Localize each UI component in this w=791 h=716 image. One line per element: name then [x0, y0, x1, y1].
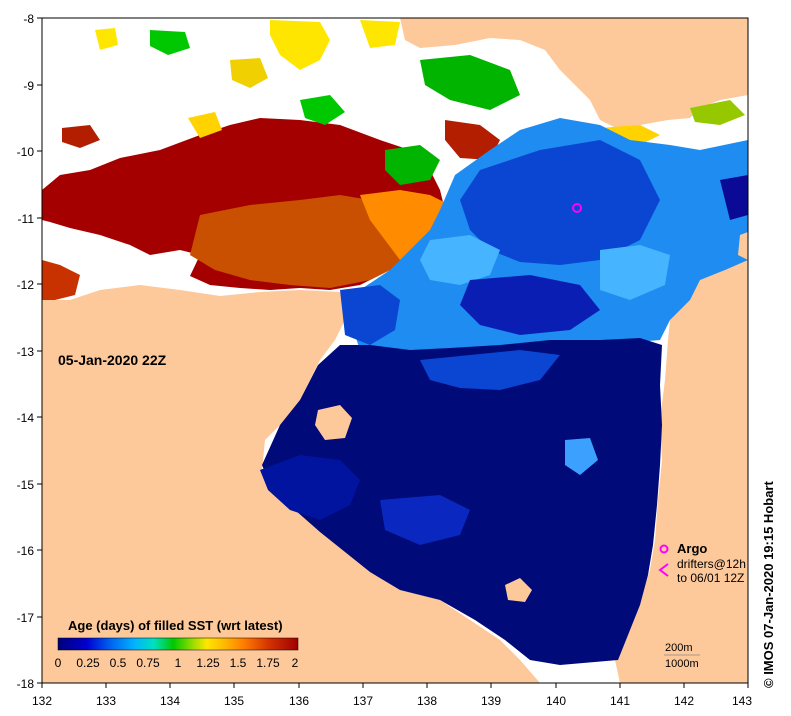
date-label: 05-Jan-2020 22Z [58, 352, 167, 368]
lon-label: 139 [481, 694, 501, 708]
argo-legend-marker [659, 544, 669, 554]
argo-legend-label: Argo [677, 541, 707, 556]
colorbar-tick: 1.75 [256, 656, 280, 670]
lat-label: -14 [17, 411, 35, 425]
lat-label: -9 [23, 79, 34, 93]
lat-label: -8 [23, 12, 34, 26]
sst-mid-regions [95, 20, 745, 185]
longitude-labels: 132 133 134 135 136 137 138 139 140 141 … [32, 694, 752, 708]
lon-label: 137 [353, 694, 373, 708]
sst-old-regions [42, 118, 500, 300]
lon-label: 136 [289, 694, 309, 708]
gulf-islands [315, 232, 748, 602]
lat-label: -17 [17, 611, 35, 625]
credit-label: © IMOS 07-Jan-2020 19:15 Hobart [761, 481, 776, 688]
latitude-axis [37, 17, 42, 684]
lon-label: 133 [96, 694, 116, 708]
lon-label: 134 [160, 694, 180, 708]
colorbar-tick: 0.75 [136, 656, 160, 670]
colorbar-tick: 1.25 [196, 656, 220, 670]
colorbar-tick: 2 [292, 656, 299, 670]
lat-label: -10 [17, 145, 35, 159]
lat-label: -13 [17, 345, 35, 359]
lon-label: 140 [546, 694, 566, 708]
lat-label: -18 [17, 677, 35, 691]
credit-label-container: © IMOS 07-Jan-2020 19:15 Hobart [757, 0, 781, 716]
sst-recent-regions [340, 118, 748, 362]
colorbar-tick: 1.5 [230, 656, 247, 670]
colorbar: Age (days) of filled SST (wrt latest) 0 … [55, 618, 299, 670]
colorbar-tick: 1 [175, 656, 182, 670]
lon-label: 142 [674, 694, 694, 708]
contour-200-label: 200m [665, 642, 693, 654]
lon-label: 141 [610, 694, 630, 708]
lat-label: -12 [17, 278, 35, 292]
colorbar-tick: 0 [55, 656, 62, 670]
lat-label: -16 [17, 544, 35, 558]
longitude-axis [41, 683, 749, 688]
colorbar-gradient [57, 637, 299, 651]
drifter-legend-arrow-icon [658, 563, 669, 577]
drifter-legend-label-1: drifters@12h [677, 557, 746, 571]
lon-label: 132 [32, 694, 52, 708]
latitude-labels: -8 -9 -10 -11 -12 -13 -14 -15 -16 -17 -1… [17, 12, 35, 691]
colorbar-tick: 0.25 [76, 656, 100, 670]
colorbar-tick: 0.5 [110, 656, 127, 670]
lon-label: 143 [732, 694, 752, 708]
argo-float-marker[interactable] [572, 203, 582, 213]
sst-latest-regions [260, 338, 662, 665]
land-masses [42, 18, 748, 683]
lon-label: 138 [417, 694, 437, 708]
lat-label: -11 [18, 212, 35, 226]
drifter-legend-label-2: to 06/01 12Z [677, 571, 744, 585]
legend: Argo drifters@12h to 06/01 12Z 200m 1000… [658, 541, 746, 670]
colorbar-title: Age (days) of filled SST (wrt latest) [68, 618, 283, 633]
lat-label: -15 [17, 478, 35, 492]
lon-label: 135 [224, 694, 244, 708]
contour-1000-label: 1000m [665, 658, 699, 670]
